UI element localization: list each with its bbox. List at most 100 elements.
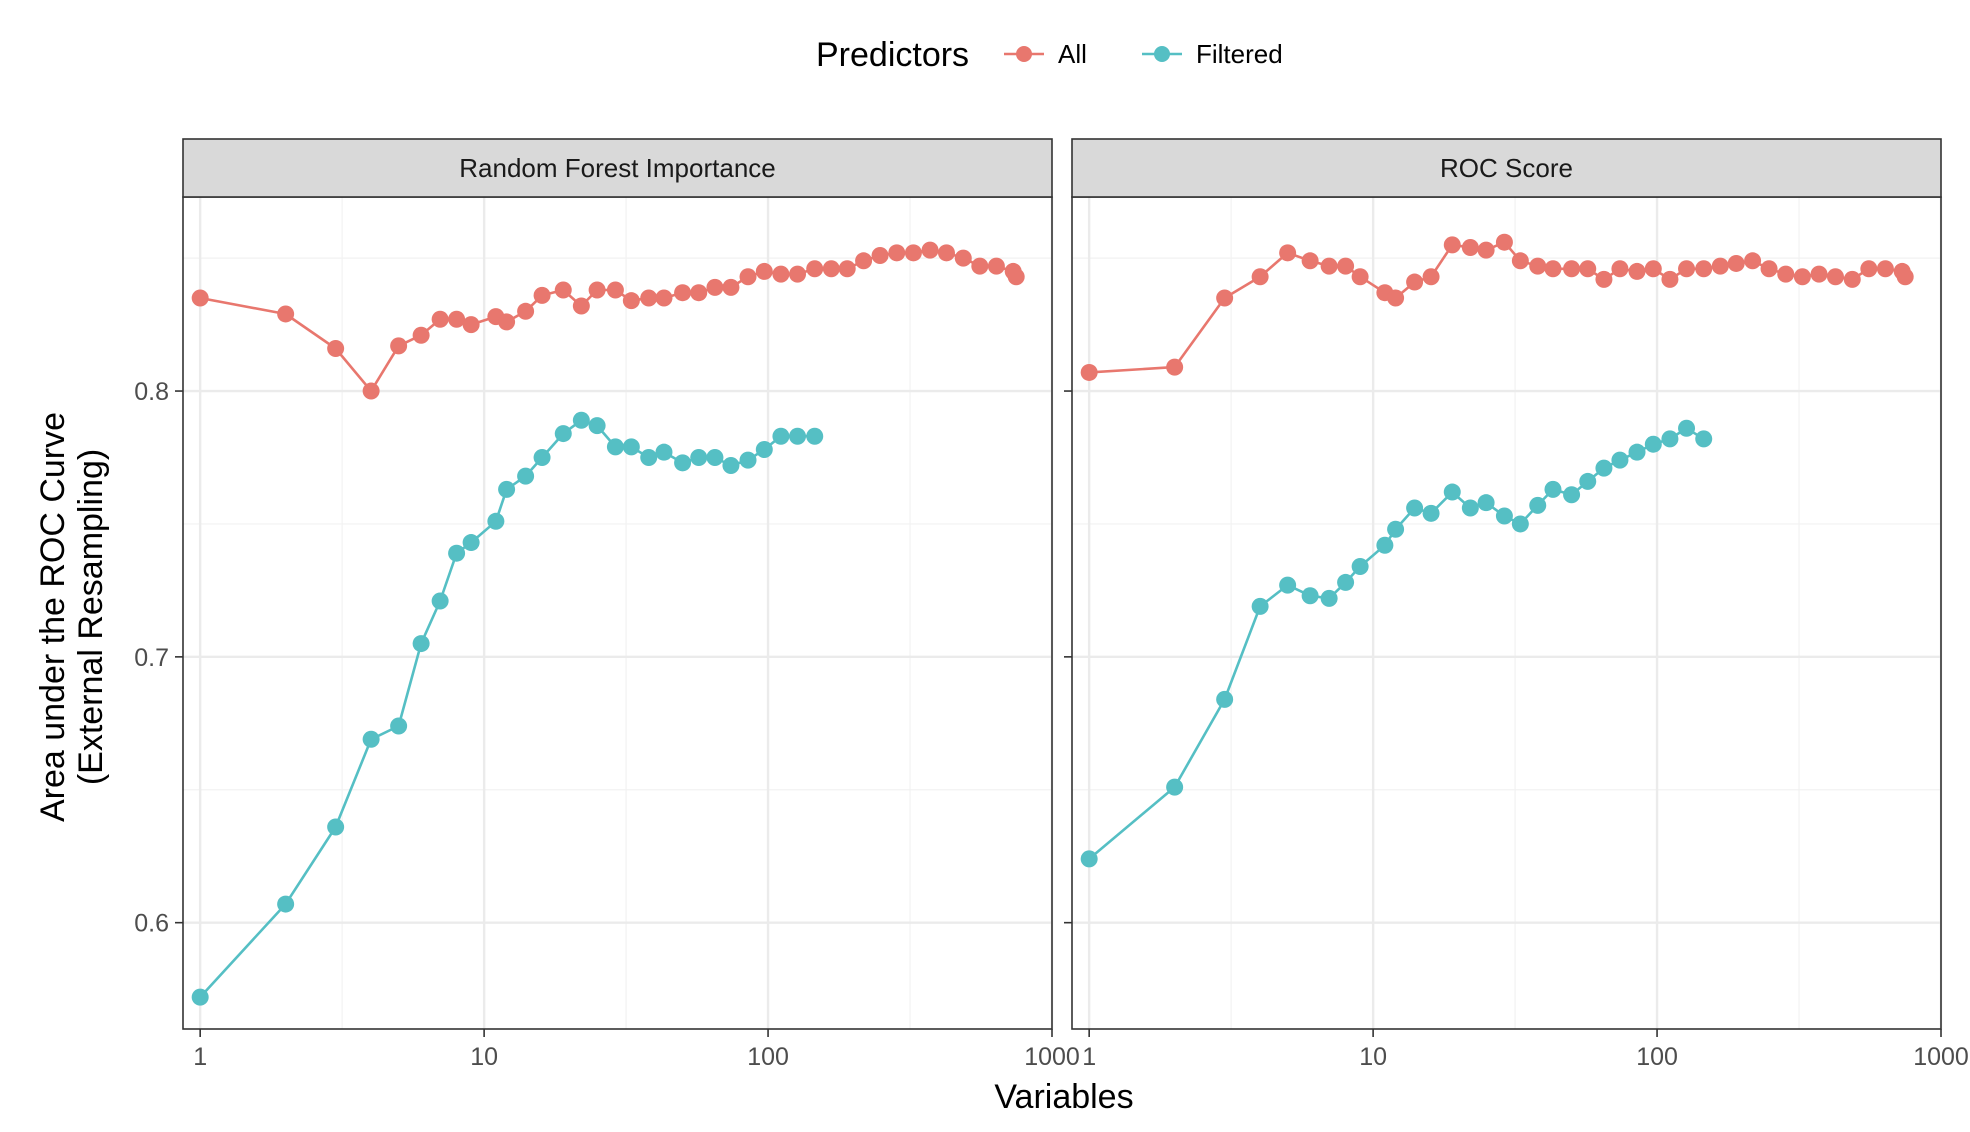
data-point-filtered (1351, 557, 1369, 575)
data-point-filtered (1595, 459, 1613, 477)
data-point-all (838, 260, 856, 278)
data-point-all (1595, 270, 1613, 288)
panel-1: Random Forest Importance 1 10 100 1000 0.6 0.7… (134, 138, 1080, 1071)
data-point-all (1563, 260, 1581, 278)
x-tick-label: 100 (1636, 1043, 1678, 1071)
data-point-filtered (655, 443, 673, 461)
legend-label-filtered: Filtered (1196, 39, 1283, 69)
x-tick-label: 10 (1359, 1043, 1387, 1071)
data-point-filtered (1511, 515, 1529, 533)
data-point-filtered (390, 717, 408, 735)
data-point-filtered (487, 512, 505, 530)
data-point-all (806, 260, 824, 278)
x-tick-label: 1 (193, 1043, 207, 1071)
data-point-filtered (1563, 486, 1581, 504)
data-point-filtered (1695, 430, 1713, 448)
data-point-all (1351, 268, 1369, 286)
data-point-all (739, 268, 757, 286)
data-point-filtered (362, 730, 380, 748)
data-point-filtered (277, 895, 295, 913)
data-point-all (789, 265, 807, 283)
data-point-all (1443, 236, 1461, 254)
data-point-all (462, 316, 480, 334)
data-point-all (871, 246, 889, 264)
x-tick-label: 10 (470, 1043, 498, 1071)
data-point-all (1406, 273, 1424, 291)
data-point-filtered (1166, 778, 1184, 796)
x-tick-label: 1000 (1913, 1043, 1969, 1071)
data-point-all (606, 281, 624, 299)
data-point-filtered (327, 818, 345, 836)
data-point-filtered (1495, 507, 1513, 525)
data-point-filtered (448, 544, 466, 562)
data-point-all (640, 289, 658, 307)
data-point-filtered (739, 451, 757, 469)
data-point-all (498, 313, 516, 331)
data-point-all (722, 278, 740, 296)
data-point-all (1080, 363, 1098, 381)
data-point-filtered (622, 438, 640, 456)
data-point-all (690, 284, 708, 302)
data-point-all (1511, 252, 1529, 270)
data-point-all (855, 252, 873, 270)
data-point-filtered (498, 480, 516, 498)
data-point-all (1628, 262, 1646, 280)
data-point-all (822, 260, 840, 278)
data-point-filtered (1644, 435, 1662, 453)
data-point-all (1477, 241, 1495, 259)
data-point-filtered (1661, 430, 1679, 448)
data-point-filtered (755, 441, 773, 459)
data-point-filtered (1544, 480, 1562, 498)
data-point-filtered (772, 427, 790, 445)
data-point-filtered (1611, 451, 1629, 469)
data-point-filtered (1406, 499, 1424, 517)
data-point-all (1529, 257, 1547, 275)
data-point-all (362, 382, 380, 400)
data-point-all (954, 249, 972, 267)
data-point-filtered (412, 635, 430, 653)
panel-background (1072, 197, 1941, 1029)
data-point-all (533, 286, 551, 304)
x-tick-label: 1 (1082, 1043, 1096, 1071)
data-point-all (971, 257, 989, 275)
y-axis-title-line-1: Area under the ROC Curve (34, 412, 72, 822)
data-point-all (1711, 257, 1729, 275)
data-point-filtered (789, 427, 807, 445)
data-point-filtered (674, 454, 692, 472)
data-point-all (904, 244, 922, 262)
y-tick-label: 0.6 (134, 910, 169, 938)
data-point-filtered (1216, 690, 1234, 708)
data-point-all (1320, 257, 1338, 275)
data-point-all (1744, 252, 1762, 270)
data-point-filtered (1080, 850, 1098, 868)
data-point-all (1860, 260, 1878, 278)
data-point-all (1579, 260, 1597, 278)
data-point-filtered (1279, 576, 1297, 594)
data-point-filtered (572, 411, 590, 429)
x-axis-title: Variables (994, 1078, 1133, 1116)
data-point-filtered (191, 988, 209, 1006)
legend-title: Predictors (816, 36, 969, 74)
data-point-all (448, 310, 466, 328)
data-point-filtered (640, 448, 658, 466)
data-point-all (755, 262, 773, 280)
data-point-filtered (533, 448, 551, 466)
data-point-all (1695, 260, 1713, 278)
strip-background (1071, 138, 1942, 198)
data-point-all (588, 281, 606, 299)
data-point-all (772, 265, 790, 283)
panel-background (183, 197, 1052, 1029)
data-point-filtered (431, 592, 449, 610)
data-point-filtered (1301, 587, 1319, 605)
data-point-all (1661, 270, 1679, 288)
data-point-filtered (517, 467, 535, 485)
data-point-filtered (554, 425, 572, 443)
data-point-filtered (1579, 472, 1597, 490)
strip-background (182, 138, 1053, 198)
data-point-all (1216, 289, 1234, 307)
data-point-all (572, 297, 590, 315)
data-point-all (937, 244, 955, 262)
y-tick-label: 0.7 (134, 644, 169, 672)
legend-label-all: All (1058, 39, 1087, 69)
